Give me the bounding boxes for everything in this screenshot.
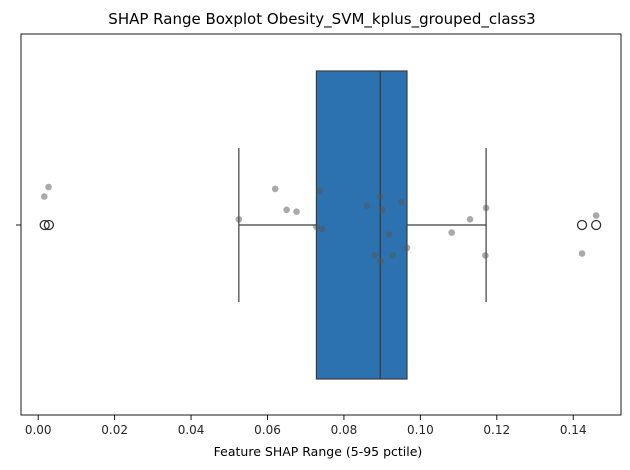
data-point [385, 231, 393, 238]
data-point [271, 185, 279, 193]
data-point [293, 208, 300, 215]
data-point [482, 252, 489, 259]
x-tick-label: 0.00 [25, 423, 52, 437]
x-tick-label: 0.14 [560, 423, 587, 437]
chart-title: SHAP Range Boxplot Obesity_SVM_kplus_gro… [108, 10, 535, 29]
data-point [389, 252, 397, 259]
data-point [448, 229, 456, 236]
plot-area [39, 70, 602, 380]
x-tick-label: 0.04 [178, 423, 205, 437]
data-point [371, 252, 378, 259]
data-point [363, 202, 371, 210]
x-tick-label: 0.02 [101, 423, 128, 437]
outlier-marker [591, 219, 602, 231]
data-point [482, 204, 490, 212]
data-point [466, 216, 474, 223]
data-point [313, 223, 320, 231]
data-point [403, 244, 411, 252]
x-axis: 0.00 0.02 0.04 0.06 0.08 0.10 0.12 0.14 [16, 224, 587, 437]
data-point [45, 183, 52, 191]
data-point [235, 216, 243, 223]
outlier-marker [39, 219, 50, 231]
data-point [318, 225, 326, 233]
data-point [316, 187, 324, 195]
data-point [376, 257, 384, 265]
box-iqr [315, 70, 408, 380]
data-point [283, 206, 290, 214]
data-point [41, 193, 48, 200]
plot-frame [20, 33, 622, 416]
data-point [378, 206, 386, 214]
x-tick-label: 0.10 [407, 423, 434, 437]
outlier-marker [576, 219, 588, 231]
outlier-marker [43, 219, 55, 231]
data-point [376, 193, 384, 200]
x-tick-label: 0.06 [254, 423, 281, 437]
x-tick-label: 0.08 [331, 423, 358, 437]
x-tick-label: 0.12 [483, 423, 510, 437]
data-point [578, 250, 586, 257]
data-point [397, 198, 405, 206]
data-point [592, 212, 600, 219]
x-axis-label: Feature SHAP Range (5-95 pctile) [214, 444, 423, 459]
